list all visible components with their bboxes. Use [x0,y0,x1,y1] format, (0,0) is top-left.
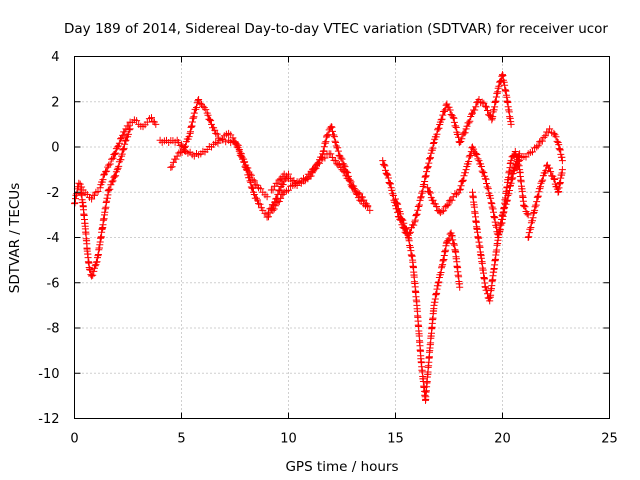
series-arc-4 [167,96,271,201]
y-tick-label: 0 [51,141,59,156]
y-tick-label: -2 [47,186,60,201]
y-tick-label: 4 [51,50,59,65]
series-arc-11 [507,125,566,178]
series-arc-1 [71,114,160,208]
series-arc-12 [524,161,566,241]
data-layer [71,71,566,404]
x-tick-label: 5 [177,432,185,447]
data-points [167,96,271,201]
x-tick-label: 25 [601,432,618,447]
tick-layer: 0 5 10 15 20 25 -12 -10 -8 -6 -4 -2 0 2 4 [38,50,618,447]
x-tick-label: 15 [387,432,404,447]
y-tick-label: -6 [47,276,60,291]
x-tick-label: 20 [494,432,511,447]
x-axis-label: GPS time / hours [285,459,398,475]
data-points [392,71,515,239]
series-arc-3 [156,136,292,219]
data-points [77,125,134,280]
data-points [524,161,566,241]
data-points [469,150,524,305]
data-points [267,150,372,210]
data-points [507,125,566,178]
y-tick-label: -4 [47,231,60,246]
y-axis-label: SDTVAR / TECUs [7,183,23,293]
data-points [263,123,374,221]
y-tick-label: 2 [51,95,59,110]
series-arc-10 [469,150,524,305]
series-arc-8 [392,71,515,239]
y-tick-label: -10 [38,367,59,382]
grid-layer [74,56,610,419]
series-arc-5 [263,123,374,221]
x-tick-label: 10 [280,432,297,447]
x-tick-label: 0 [70,432,78,447]
data-points [156,136,292,219]
series-arc-2 [77,125,134,280]
data-points [71,114,160,208]
chart-title: Day 189 of 2014, Sidereal Day-to-day VTE… [64,21,608,37]
y-tick-label: -12 [38,412,59,427]
y-tick-label: -8 [47,322,60,337]
series-arc-6 [267,150,372,210]
